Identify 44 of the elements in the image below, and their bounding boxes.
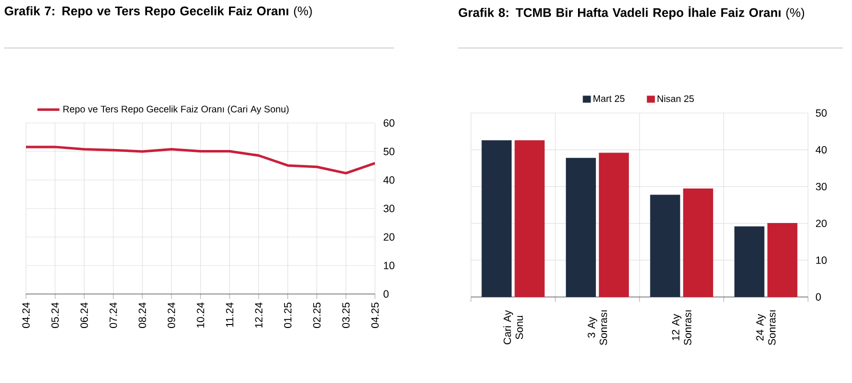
chart-title: Grafik 8: TCMB Bir Hafta Vadeli Repo İhale Faiz Oranı (%) [458, 6, 804, 20]
bar [650, 194, 680, 297]
y-tick-label: 40 [383, 176, 394, 184]
bar [514, 140, 545, 297]
x-tick-label: 06.24 [80, 302, 88, 328]
x-tick-label: 03.25 [342, 302, 350, 328]
bar [734, 226, 764, 297]
x-tick-label: 04.25 [371, 302, 379, 328]
y-tick-label: 40 [816, 146, 827, 154]
x-tick-label: 09.24 [168, 302, 176, 328]
line-series [26, 146, 376, 174]
bar [566, 158, 596, 297]
x-tick-label: 3 Ay Sonrası [588, 310, 608, 345]
y-tick-label: 60 [384, 119, 394, 127]
y-tick-label: 30 [384, 204, 394, 212]
bar [598, 152, 629, 297]
x-tick-label: 10.24 [196, 302, 204, 328]
x-tick-label: 12 Ay Sonrası [672, 310, 692, 345]
x-tick-label: 08.24 [138, 302, 146, 328]
legend-label: Nisan 25 [658, 95, 694, 102]
x-tick-label: 24 Ay Sonrası [756, 310, 776, 345]
x-tick-label: 04.24 [22, 302, 30, 328]
legend-label: Mart 25 [594, 95, 624, 102]
y-tick-label: 20 [816, 220, 827, 228]
x-tick-label: 11.24 [226, 302, 234, 327]
x-tick-label: 05.24 [51, 302, 59, 328]
y-tick-label: 10 [384, 262, 394, 270]
y-tick-label: 0 [384, 290, 389, 298]
y-tick-label: 0 [816, 293, 821, 301]
legend-label: Repo ve Ters Repo Gecelik Faiz Oranı (Cari Ay Sonu) [63, 105, 289, 114]
x-tick-label: 07.24 [110, 302, 117, 328]
y-tick-label: 10 [816, 256, 827, 264]
x-tick-label: 12.24 [255, 302, 262, 328]
x-tick-label: Cari Ay Sonu [503, 310, 523, 344]
y-tick-label: 50 [384, 148, 394, 156]
y-tick-label: 30 [816, 182, 827, 190]
bar [482, 140, 512, 297]
bar [683, 188, 714, 297]
bar [767, 223, 798, 297]
chart-title: Grafik 7: Repo ve Ters Repo Gecelik Faiz Oranı (%) [4, 6, 312, 18]
y-tick-label: 50 [816, 109, 827, 117]
x-tick-label: 02.25 [313, 302, 321, 328]
y-tick-label: 20 [384, 233, 394, 241]
x-tick-label: 01.25 [284, 302, 292, 328]
